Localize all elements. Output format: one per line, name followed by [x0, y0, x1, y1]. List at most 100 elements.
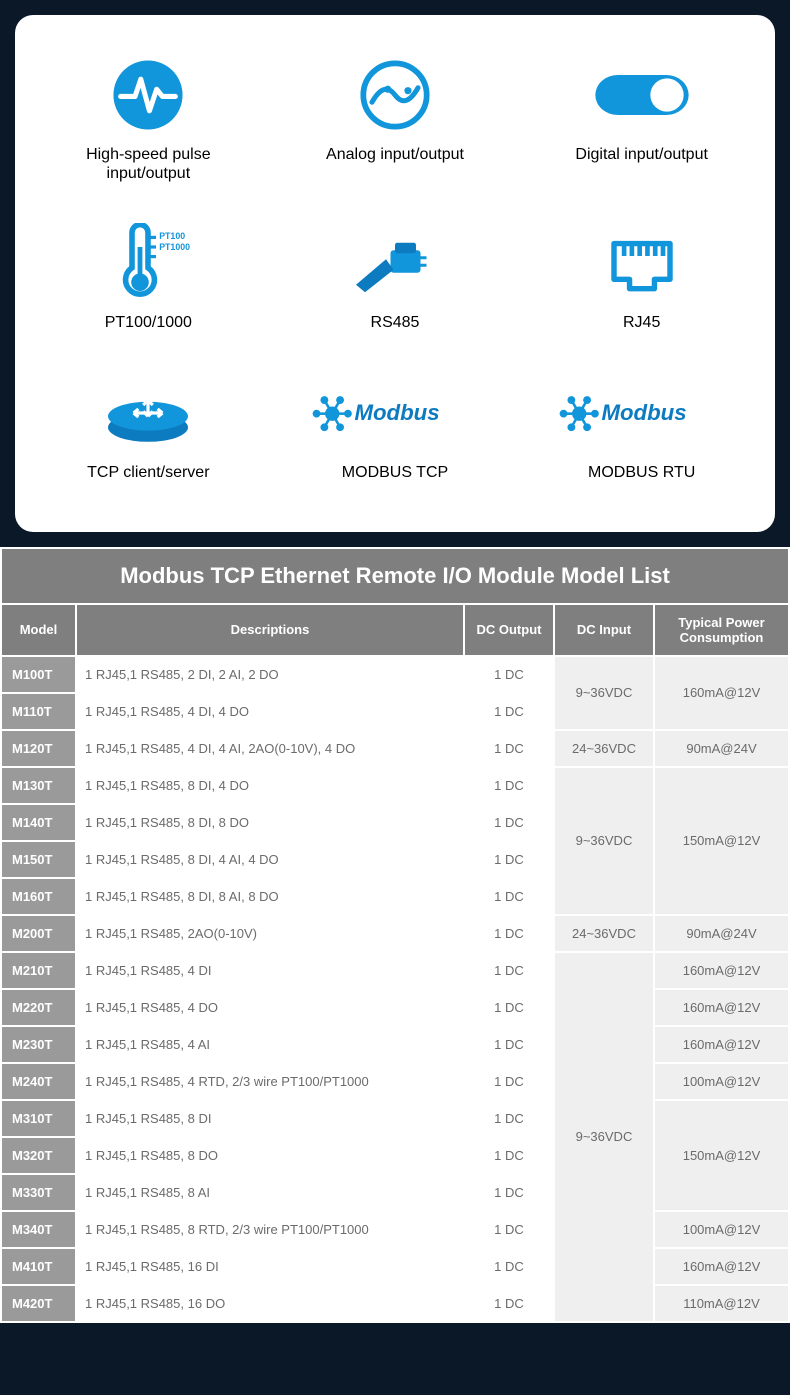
- router-icon: [98, 373, 198, 453]
- dcout-cell: 1 DC: [464, 952, 554, 989]
- model-cell: M240T: [1, 1063, 76, 1100]
- desc-cell: 1 RJ45,1 RS485, 2 DI, 2 AI, 2 DO: [76, 656, 464, 693]
- feature-cell: Modbus MODBUS RTU: [518, 353, 765, 502]
- model-cell: M110T: [1, 693, 76, 730]
- desc-cell: 1 RJ45,1 RS485, 8 DI, 4 AI, 4 DO: [76, 841, 464, 878]
- dcin-cell: 24~36VDC: [554, 730, 654, 767]
- dcin-cell: 9~36VDC: [554, 656, 654, 730]
- dcout-cell: 1 DC: [464, 1063, 554, 1100]
- pulse-icon: [112, 55, 184, 135]
- model-cell: M140T: [1, 804, 76, 841]
- dcout-cell: 1 DC: [464, 1285, 554, 1322]
- model-cell: M100T: [1, 656, 76, 693]
- table-row: M240T1 RJ45,1 RS485, 4 RTD, 2/3 wire PT1…: [1, 1063, 789, 1100]
- feature-cell: High-speed pulseinput/output: [25, 35, 272, 203]
- desc-cell: 1 RJ45,1 RS485, 4 AI: [76, 1026, 464, 1063]
- model-cell: M230T: [1, 1026, 76, 1063]
- model-cell: M200T: [1, 915, 76, 952]
- desc-cell: 1 RJ45,1 RS485, 16 DO: [76, 1285, 464, 1322]
- model-cell: M120T: [1, 730, 76, 767]
- dcin-cell: 9~36VDC: [554, 952, 654, 1322]
- power-cell: 160mA@12V: [654, 656, 789, 730]
- model-cell: M410T: [1, 1248, 76, 1285]
- thermo-icon: PT100 PT1000: [98, 223, 198, 303]
- desc-cell: 1 RJ45,1 RS485, 4 DI, 4 DO: [76, 693, 464, 730]
- desc-cell: 1 RJ45,1 RS485, 8 DI, 4 DO: [76, 767, 464, 804]
- feature-label: Digital input/output: [575, 145, 708, 164]
- feature-cell: RJ45: [518, 203, 765, 352]
- table-row: M210T1 RJ45,1 RS485, 4 DI1 DC9~36VDC160m…: [1, 952, 789, 989]
- svg-text:PT100: PT100: [160, 231, 186, 241]
- feature-cell: Digital input/output: [518, 35, 765, 203]
- model-cell: M320T: [1, 1137, 76, 1174]
- model-cell: M310T: [1, 1100, 76, 1137]
- power-cell: 150mA@12V: [654, 767, 789, 915]
- power-cell: 160mA@12V: [654, 952, 789, 989]
- feature-cell: PT100 PT1000 PT100/1000: [25, 203, 272, 352]
- feature-cell: Modbus MODBUS TCP: [272, 353, 519, 502]
- dcout-cell: 1 DC: [464, 693, 554, 730]
- svg-text:Modbus: Modbus: [601, 400, 686, 425]
- dcout-cell: 1 DC: [464, 656, 554, 693]
- desc-cell: 1 RJ45,1 RS485, 4 DO: [76, 989, 464, 1026]
- desc-cell: 1 RJ45,1 RS485, 4 RTD, 2/3 wire PT100/PT…: [76, 1063, 464, 1100]
- desc-cell: 1 RJ45,1 RS485, 8 DI, 8 DO: [76, 804, 464, 841]
- table-row: M310T1 RJ45,1 RS485, 8 DI1 DC150mA@12V: [1, 1100, 789, 1137]
- table-row: M410T1 RJ45,1 RS485, 16 DI1 DC 160mA@12V: [1, 1248, 789, 1285]
- power-cell: 90mA@24V: [654, 915, 789, 952]
- model-cell: M210T: [1, 952, 76, 989]
- model-cell: M130T: [1, 767, 76, 804]
- model-cell: M150T: [1, 841, 76, 878]
- power-cell: 100mA@12V: [654, 1063, 789, 1100]
- dcout-cell: 1 DC: [464, 1026, 554, 1063]
- dcout-cell: 1 DC: [464, 730, 554, 767]
- model-cell: M330T: [1, 1174, 76, 1211]
- feature-label: PT100/1000: [105, 313, 192, 332]
- table-row: M120T1 RJ45,1 RS485, 4 DI, 4 AI, 2AO(0-1…: [1, 730, 789, 767]
- analog-icon: [359, 55, 431, 135]
- feature-cell: Analog input/output: [272, 35, 519, 203]
- power-cell: 100mA@12V: [654, 1211, 789, 1248]
- desc-cell: 1 RJ45,1 RS485, 16 DI: [76, 1248, 464, 1285]
- dcin-cell: 24~36VDC: [554, 915, 654, 952]
- dcout-cell: 1 DC: [464, 1211, 554, 1248]
- toggle-icon: [592, 55, 692, 135]
- table-row: M340T1 RJ45,1 RS485, 8 RTD, 2/3 wire PT1…: [1, 1211, 789, 1248]
- feature-card: High-speed pulseinput/output Analog inpu…: [15, 15, 775, 532]
- desc-cell: 1 RJ45,1 RS485, 8 RTD, 2/3 wire PT100/PT…: [76, 1211, 464, 1248]
- desc-cell: 1 RJ45,1 RS485, 8 AI: [76, 1174, 464, 1211]
- dcout-cell: 1 DC: [464, 878, 554, 915]
- feature-label: Analog input/output: [326, 145, 464, 164]
- power-cell: 160mA@12V: [654, 1248, 789, 1285]
- feature-label: MODBUS TCP: [342, 463, 448, 482]
- plug-icon: [350, 223, 440, 303]
- desc-cell: 1 RJ45,1 RS485, 8 DI: [76, 1100, 464, 1137]
- model-cell: M420T: [1, 1285, 76, 1322]
- table-row: M230T1 RJ45,1 RS485, 4 AI1 DC160mA@12V: [1, 1026, 789, 1063]
- rj45-icon: [602, 223, 682, 303]
- desc-cell: 1 RJ45,1 RS485, 8 DI, 8 AI, 8 DO: [76, 878, 464, 915]
- dcout-cell: 1 DC: [464, 841, 554, 878]
- desc-cell: 1 RJ45,1 RS485, 4 DI, 4 AI, 2AO(0-10V), …: [76, 730, 464, 767]
- dcout-cell: 1 DC: [464, 1248, 554, 1285]
- power-cell: 90mA@24V: [654, 730, 789, 767]
- svg-text:PT1000: PT1000: [160, 243, 191, 253]
- table-row: M420T1 RJ45,1 RS485, 16 DO1 DC110mA@12V: [1, 1285, 789, 1322]
- model-cell: M220T: [1, 989, 76, 1026]
- feature-label: High-speed pulseinput/output: [86, 145, 211, 183]
- model-cell: M340T: [1, 1211, 76, 1248]
- table-title: Modbus TCP Ethernet Remote I/O Module Mo…: [1, 548, 789, 604]
- model-table: Modbus TCP Ethernet Remote I/O Module Mo…: [0, 547, 790, 1323]
- svg-text:Modbus: Modbus: [354, 400, 439, 425]
- dcout-cell: 1 DC: [464, 989, 554, 1026]
- table-row: M100T1 RJ45,1 RS485, 2 DI, 2 AI, 2 DO1 D…: [1, 656, 789, 693]
- model-table-container: Modbus TCP Ethernet Remote I/O Module Mo…: [0, 547, 790, 1323]
- dcout-cell: 1 DC: [464, 1137, 554, 1174]
- feature-label: RJ45: [623, 313, 660, 332]
- feature-cell: RS485: [272, 203, 519, 352]
- power-cell: 160mA@12V: [654, 989, 789, 1026]
- model-table-body: Modbus TCP Ethernet Remote I/O Module Mo…: [1, 548, 789, 1322]
- dcout-cell: 1 DC: [464, 804, 554, 841]
- table-row: M130T1 RJ45,1 RS485, 8 DI, 4 DO1 DC9~36V…: [1, 767, 789, 804]
- table-row: M220T1 RJ45,1 RS485, 4 DO1 DC 160mA@12V: [1, 989, 789, 1026]
